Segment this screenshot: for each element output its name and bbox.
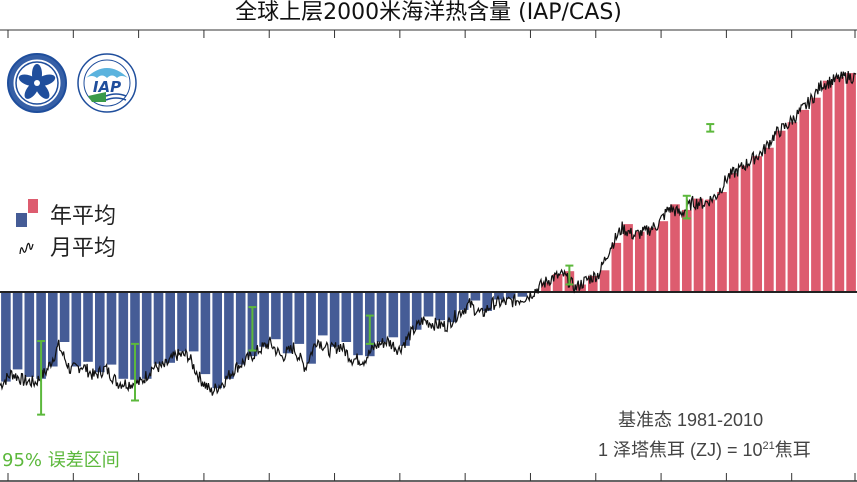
confidence-interval-label: 95% 误差区间 <box>2 450 120 471</box>
monthly-line <box>0 71 857 396</box>
iap-logo-icon: IAP <box>77 53 137 113</box>
unit-suffix: 焦耳 <box>774 440 811 460</box>
legend-annual-label: 年平均 <box>50 204 117 229</box>
baseline-note: 基准态 1981-2010 <box>618 410 764 430</box>
legend: 年平均 月平均 <box>16 198 116 262</box>
legend-monthly-label: 月平均 <box>50 236 117 261</box>
unit-note: 1 泽塔焦耳 (ZJ) = 1021焦耳 <box>598 436 811 462</box>
annual-bars <box>0 73 857 389</box>
svg-text:IAP: IAP <box>93 78 121 96</box>
annual-swatch-icon <box>16 199 40 229</box>
error-bars <box>37 123 715 416</box>
chart-title: 全球上层2000米海洋热含量 (IAP/CAS) <box>235 0 622 25</box>
unit-prefix: 1 泽塔焦耳 (ZJ) = 10 <box>598 440 763 460</box>
monthly-line-icon <box>19 242 34 255</box>
axes-frame <box>0 29 857 482</box>
cas-logo-icon <box>7 53 67 113</box>
unit-exponent: 21 <box>762 440 775 452</box>
legend-monthly: 月平均 <box>16 230 116 262</box>
legend-annual: 年平均 <box>16 198 116 230</box>
